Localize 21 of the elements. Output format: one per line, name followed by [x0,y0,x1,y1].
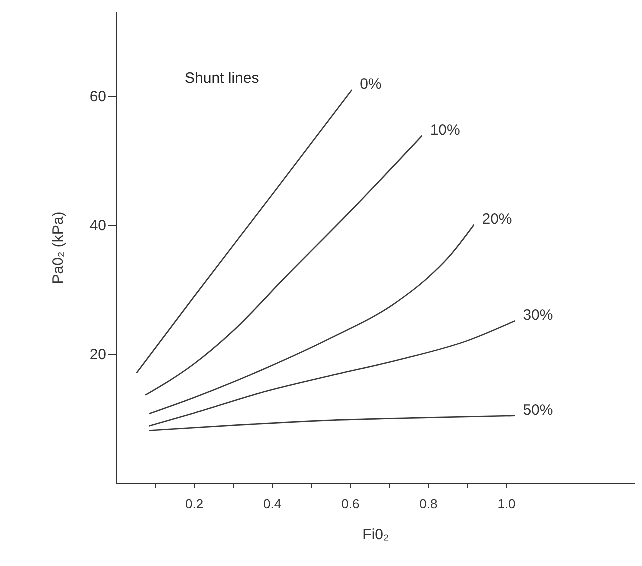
line-series [136,89,353,374]
series-label: 10% [430,122,460,139]
annotation: Shunt lines [185,70,260,87]
x-tick-label: 0.4 [264,496,282,512]
y-tick-label: 60 [90,88,106,106]
y-axis-title: Pa0₂ (kPa) [50,212,67,284]
line-series [148,415,516,432]
x-tick-label: 0.2 [186,496,204,512]
line-series [148,224,475,415]
x-tick-label: 0.6 [342,496,360,512]
x-axis-title: Fi0₂ [362,526,390,544]
line-series [145,135,423,396]
series-label: 30% [523,307,554,324]
line-series [148,320,516,427]
series-label: 20% [482,210,512,228]
series-label: 50% [523,402,554,419]
x-tick-label: 0.8 [420,496,438,512]
x-tick-label: 1.0 [498,496,516,512]
y-tick-label: 40 [90,217,106,234]
y-tick-label: 20 [90,346,106,364]
series-label: 0% [360,76,382,94]
